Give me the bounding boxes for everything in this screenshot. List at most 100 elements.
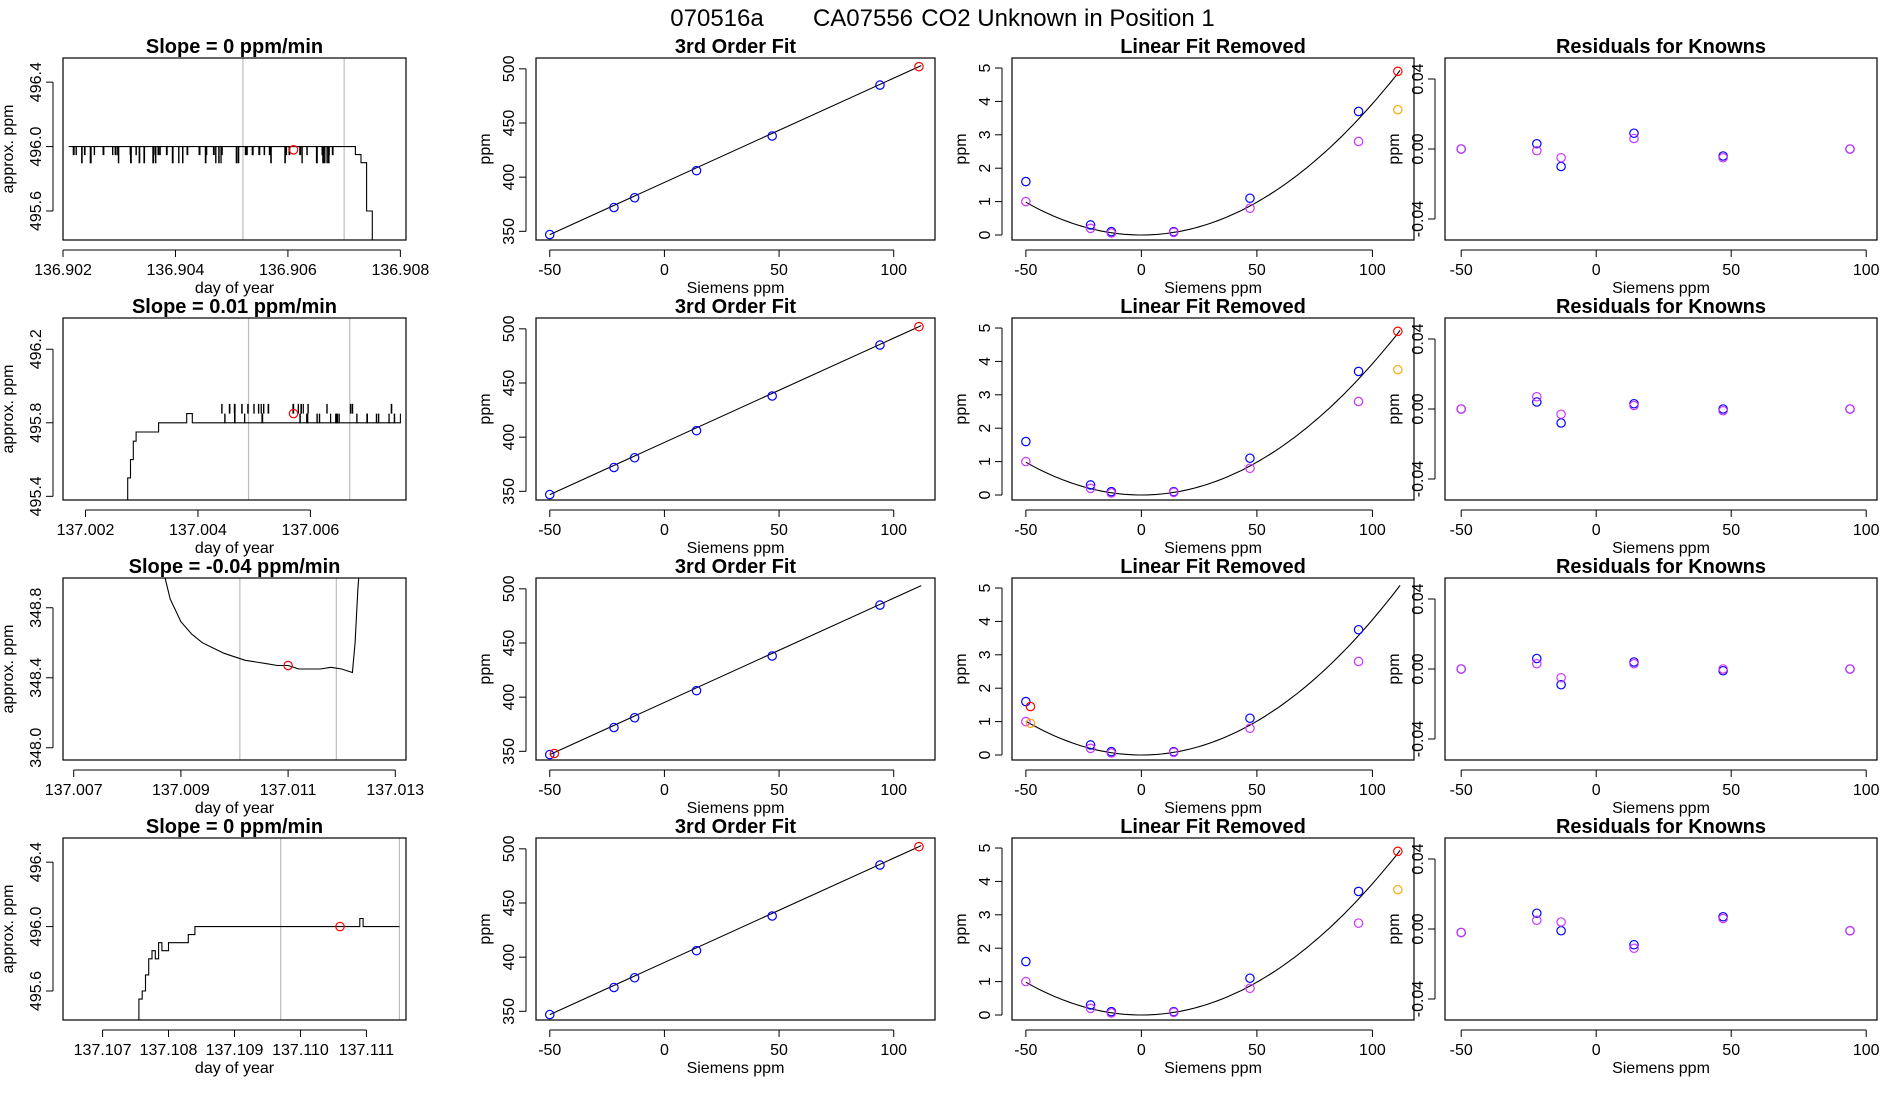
x-tick-label: 0 <box>660 782 669 799</box>
data-point-known-blue <box>1085 740 1096 750</box>
trace-flicker <box>268 146 271 156</box>
x-tick-label: 137.009 <box>152 782 210 799</box>
y-tick-label: 0.00 <box>1410 913 1427 944</box>
y-axis-label: approx. ppm <box>0 885 17 974</box>
data-point-measured <box>549 748 560 759</box>
y-tick-label: 0.04 <box>1410 843 1427 874</box>
data-point-known-purple <box>1456 927 1466 938</box>
data-point-known-blue <box>544 749 555 760</box>
y-tick-label: 500 <box>501 835 518 862</box>
trace-flicker <box>205 146 208 156</box>
data-point-known-purple <box>1021 456 1031 467</box>
data-point-known-blue <box>1353 366 1364 377</box>
data-point-known-blue <box>691 425 702 436</box>
figure-title-description: CO2 Unknown in Position 1 <box>921 5 1214 32</box>
panel-r4c4: -50 0 50 100 Siemens ppm -0.04 0.00 0.04 ppm Resi… <box>1386 816 1880 1077</box>
data-point-known-purple <box>1718 664 1728 674</box>
y-tick-label: 496.2 <box>28 329 45 369</box>
trace-flicker <box>328 146 330 156</box>
x-tick-label: 0 <box>1592 1042 1601 1059</box>
data-point-known-purple <box>1629 133 1639 144</box>
y-tick-label: 1 <box>977 197 994 206</box>
x-axis: -50 0 50 100 <box>1450 769 1880 799</box>
trace-flicker <box>81 146 83 164</box>
trace-flicker <box>89 146 92 164</box>
x-axis: -50 0 50 100 <box>1450 509 1880 539</box>
x-tick-label: 50 <box>1248 1042 1266 1059</box>
data-point-known-blue <box>767 651 777 661</box>
y-axis-label: ppm <box>953 133 970 164</box>
plot-frame <box>535 837 936 1021</box>
data-point-known-blue <box>629 192 640 203</box>
data-point-known-blue <box>767 911 777 921</box>
x-axis-label: Siemens ppm <box>1164 800 1262 817</box>
trace-flicker <box>261 413 264 424</box>
y-axis-label: ppm <box>953 393 970 424</box>
trace-flicker <box>171 146 174 164</box>
y-tick-label: 450 <box>501 110 518 137</box>
x-tick-label: -50 <box>1014 1042 1037 1059</box>
x-tick-label: -50 <box>538 262 561 279</box>
data-point-known-purple <box>1085 743 1096 754</box>
y-tick-label: 348.0 <box>28 728 45 768</box>
trace-flicker <box>165 146 168 156</box>
fit-curve <box>1025 330 1401 496</box>
x-axis: -50 0 50 100 <box>538 1029 907 1059</box>
x-tick-label: 0 <box>1592 522 1601 539</box>
data-point-known-purple <box>1085 223 1096 234</box>
plot-frame <box>62 317 407 501</box>
data-point-known-blue <box>629 452 640 463</box>
x-axis-label: day of year <box>195 1060 275 1077</box>
y-axis: 0 1 2 3 4 5 <box>977 843 1003 1019</box>
plot-area <box>1021 326 1403 498</box>
trace-flicker <box>258 146 261 156</box>
y-tick-label: 348.4 <box>28 658 45 698</box>
y-tick-label: 400 <box>501 944 518 971</box>
panel-r4c3: -50 0 50 100 Siemens ppm 0 1 2 3 4 5 ppm Linear Fit … <box>953 816 1415 1077</box>
data-point-known-purple <box>1085 1003 1096 1014</box>
x-tick-label: 136.908 <box>371 262 429 279</box>
trace-line <box>68 146 373 240</box>
data-point-known-blue <box>1532 908 1542 919</box>
x-axis-label: Siemens ppm <box>1612 540 1710 557</box>
data-point-target-orange <box>1393 364 1403 375</box>
y-tick-label: 450 <box>501 630 518 657</box>
x-tick-label: 137.004 <box>169 522 227 539</box>
x-tick-label: 100 <box>1359 1042 1386 1059</box>
trace-flicker <box>246 146 248 156</box>
trace-flicker <box>241 403 243 414</box>
data-point-known-purple <box>1353 918 1364 928</box>
y-axis: -0.04 0.00 0.04 <box>1410 583 1436 757</box>
plot-frame <box>1011 317 1415 501</box>
plot-area <box>1456 908 1855 954</box>
data-point-measured <box>1393 66 1403 77</box>
x-tick-label: 0 <box>660 1042 669 1059</box>
y-tick-label: 1 <box>977 717 994 726</box>
y-axis: 0 1 2 3 4 5 <box>977 323 1003 499</box>
y-axis: 350 400 450 500 <box>501 55 527 245</box>
plot-frame <box>1011 57 1415 241</box>
y-tick-label: 500 <box>501 575 518 602</box>
x-tick-label: 50 <box>1722 1042 1740 1059</box>
x-tick-label: 0 <box>660 262 669 279</box>
plot-area <box>1456 653 1855 690</box>
y-tick-label: 0.00 <box>1410 393 1427 424</box>
y-axis: -0.04 0.00 0.04 <box>1410 323 1436 497</box>
y-tick-label: 0 <box>977 230 994 239</box>
data-point-known-purple <box>1106 488 1117 498</box>
y-axis: 495.6 496.0 496.4 <box>28 62 54 231</box>
y-axis-label: ppm <box>1386 653 1403 684</box>
y-tick-label: 400 <box>501 684 518 711</box>
trace-flicker <box>331 146 334 156</box>
trace-flicker <box>285 146 288 156</box>
data-point-known-purple <box>1532 915 1542 926</box>
data-point-known-blue <box>1532 138 1542 149</box>
x-axis: -50 0 50 100 <box>1014 1029 1386 1059</box>
panel-title: Linear Fit Removed <box>1120 296 1306 318</box>
x-tick-label: 100 <box>880 1042 907 1059</box>
panel-title: Residuals for Knowns <box>1556 296 1766 318</box>
y-tick-label: 5 <box>977 323 994 332</box>
plot-area <box>1021 584 1401 758</box>
data-point-known-blue <box>1021 176 1031 187</box>
